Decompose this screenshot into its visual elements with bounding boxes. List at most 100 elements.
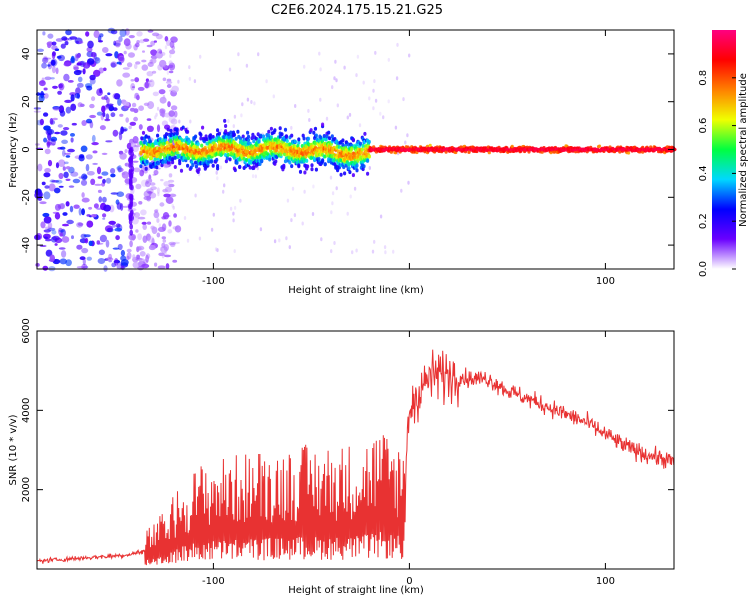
spectrogram-noise-mark	[272, 94, 275, 99]
spectrogram-carrier-mark	[359, 150, 363, 155]
spectrogram-noise-mark	[232, 218, 235, 223]
spectrogram-noise-mark	[96, 166, 102, 175]
spectrogram-noise-mark	[319, 97, 322, 102]
spectrogram-noise-mark	[85, 163, 90, 172]
spectrogram-noise-mark	[39, 201, 47, 205]
spectrogram-noise-mark	[154, 262, 158, 267]
spectrogram-noise-mark	[119, 29, 127, 37]
spectrogram-noise-mark	[143, 169, 148, 174]
spectrogram-noise-mark	[82, 175, 88, 179]
spectrogram-carrier-mark	[328, 136, 332, 141]
spectrogram-noise-mark	[219, 128, 223, 133]
spectrogram-noise-mark	[212, 212, 215, 217]
spectrogram-noise-mark	[120, 259, 129, 266]
spectrogram-carrier-mark	[251, 132, 255, 137]
spectrogram-noise-mark	[358, 123, 362, 128]
spectrogram-noise-mark	[241, 102, 244, 107]
spectrogram-noise-mark	[73, 204, 80, 209]
spectrogram-noise-mark	[229, 206, 233, 211]
spectrogram-noise-mark	[166, 39, 171, 46]
spectrogram-noise-mark	[55, 162, 60, 169]
spectrogram-carrier-mark	[306, 136, 311, 141]
spectrogram-carrier-mark	[459, 145, 463, 149]
spectrogram-streak-mark	[129, 179, 133, 186]
snr-y-tick-label: 4000	[21, 398, 32, 423]
spectrogram-noise-mark	[58, 229, 65, 233]
spectrogram-noise-mark	[71, 235, 74, 240]
spectrogram-noise-mark	[308, 118, 311, 122]
spectrogram-noise-mark	[43, 125, 51, 131]
spectrogram-noise-mark	[172, 259, 178, 263]
spectrogram-noise-mark	[174, 225, 182, 233]
spectrogram-noise-mark	[105, 113, 110, 121]
spectrogram-carrier-mark	[274, 159, 278, 164]
spectrogram-noise-mark	[141, 221, 147, 225]
spectrogram-noise-mark	[142, 235, 148, 243]
spectrogram-noise-mark	[121, 171, 130, 179]
spectrogram-noise-mark	[144, 81, 149, 89]
spectrogram-noise-mark	[43, 112, 49, 117]
spectrogram-carrier-mark	[196, 142, 200, 146]
spectrogram-noise-mark	[64, 41, 69, 46]
spectrogram-noise-mark	[233, 205, 237, 210]
spectrogram-carrier-mark	[238, 136, 243, 141]
spectrogram-noise-mark	[39, 118, 45, 126]
spectrogram-noise-mark	[171, 85, 179, 93]
spectrogram-noise-mark	[157, 192, 160, 197]
spectrogram-noise-mark	[259, 227, 263, 232]
spectrogram-carrier-mark	[297, 140, 301, 145]
spectrogram-noise-mark	[166, 70, 170, 75]
spectrogram-carrier-mark	[327, 130, 331, 135]
spectrogram-noise-mark	[152, 173, 157, 176]
spectrogram-carrier-mark	[325, 134, 329, 139]
spectrogram-noise-mark	[148, 178, 153, 183]
spectrogram-carrier-mark	[145, 159, 149, 164]
spectrogram-noise-mark	[164, 45, 168, 50]
spectrogram-marks	[33, 27, 677, 272]
spectrogram-carrier-mark	[186, 129, 190, 134]
spectrogram-carrier-mark	[314, 133, 318, 138]
spectrogram-carrier-mark	[168, 146, 172, 151]
spectrogram-noise-mark	[89, 114, 96, 119]
spectrogram-noise-mark	[81, 247, 89, 254]
spectrogram-noise-mark	[178, 119, 181, 124]
spectrogram-carrier-mark	[355, 168, 359, 173]
spectrogram-noise-mark	[152, 91, 159, 97]
spectrogram-y-tick-label: -40	[21, 237, 32, 253]
spectrogram-carrier-mark	[269, 135, 273, 140]
spectrogram-noise-mark	[52, 51, 56, 57]
spectrogram-noise-mark	[320, 237, 323, 242]
spectrogram-noise-mark	[116, 191, 125, 197]
spectrogram-noise-mark	[108, 253, 112, 260]
spectrogram-noise-mark	[115, 235, 120, 241]
spectrogram-noise-mark	[55, 67, 59, 75]
spectrogram-carrier-mark	[361, 143, 365, 148]
spectrogram-noise-mark	[116, 202, 122, 210]
spectrogram-carrier-mark	[341, 142, 345, 147]
spectrogram-noise-mark	[89, 103, 95, 109]
spectrogram-noise-mark	[169, 49, 176, 55]
spectrogram-noise-mark	[44, 148, 51, 155]
spectrogram-noise-mark	[122, 67, 130, 70]
spectrogram-noise-mark	[133, 212, 140, 218]
spectrogram-carrier-mark	[144, 166, 148, 171]
spectrogram-noise-mark	[97, 189, 102, 193]
spectrogram-noise-mark	[141, 179, 148, 187]
snr-x-ticks: -100 0 100	[202, 331, 615, 587]
spectrogram-carrier-mark	[363, 131, 367, 136]
spectrogram-streak-mark	[129, 229, 133, 236]
spectrogram-noise-mark	[368, 96, 371, 101]
spectrogram-noise-mark	[110, 173, 116, 178]
spectrogram-noise-mark	[343, 65, 346, 70]
spectrogram-noise-mark	[307, 108, 310, 113]
spectrogram-carrier-mark	[317, 157, 321, 161]
spectrogram-x-tick-label: 100	[596, 276, 615, 287]
spectrogram-carrier-mark	[222, 139, 226, 144]
spectrogram-noise-mark	[126, 62, 133, 68]
spectrogram-noise-mark	[96, 111, 103, 116]
spectrogram-carrier-mark	[238, 165, 242, 170]
spectrogram-noise-mark	[41, 62, 47, 69]
spectrogram-carrier-mark	[224, 159, 228, 164]
spectrogram-carrier-mark	[223, 118, 227, 123]
spectrogram-noise-mark	[219, 165, 223, 170]
